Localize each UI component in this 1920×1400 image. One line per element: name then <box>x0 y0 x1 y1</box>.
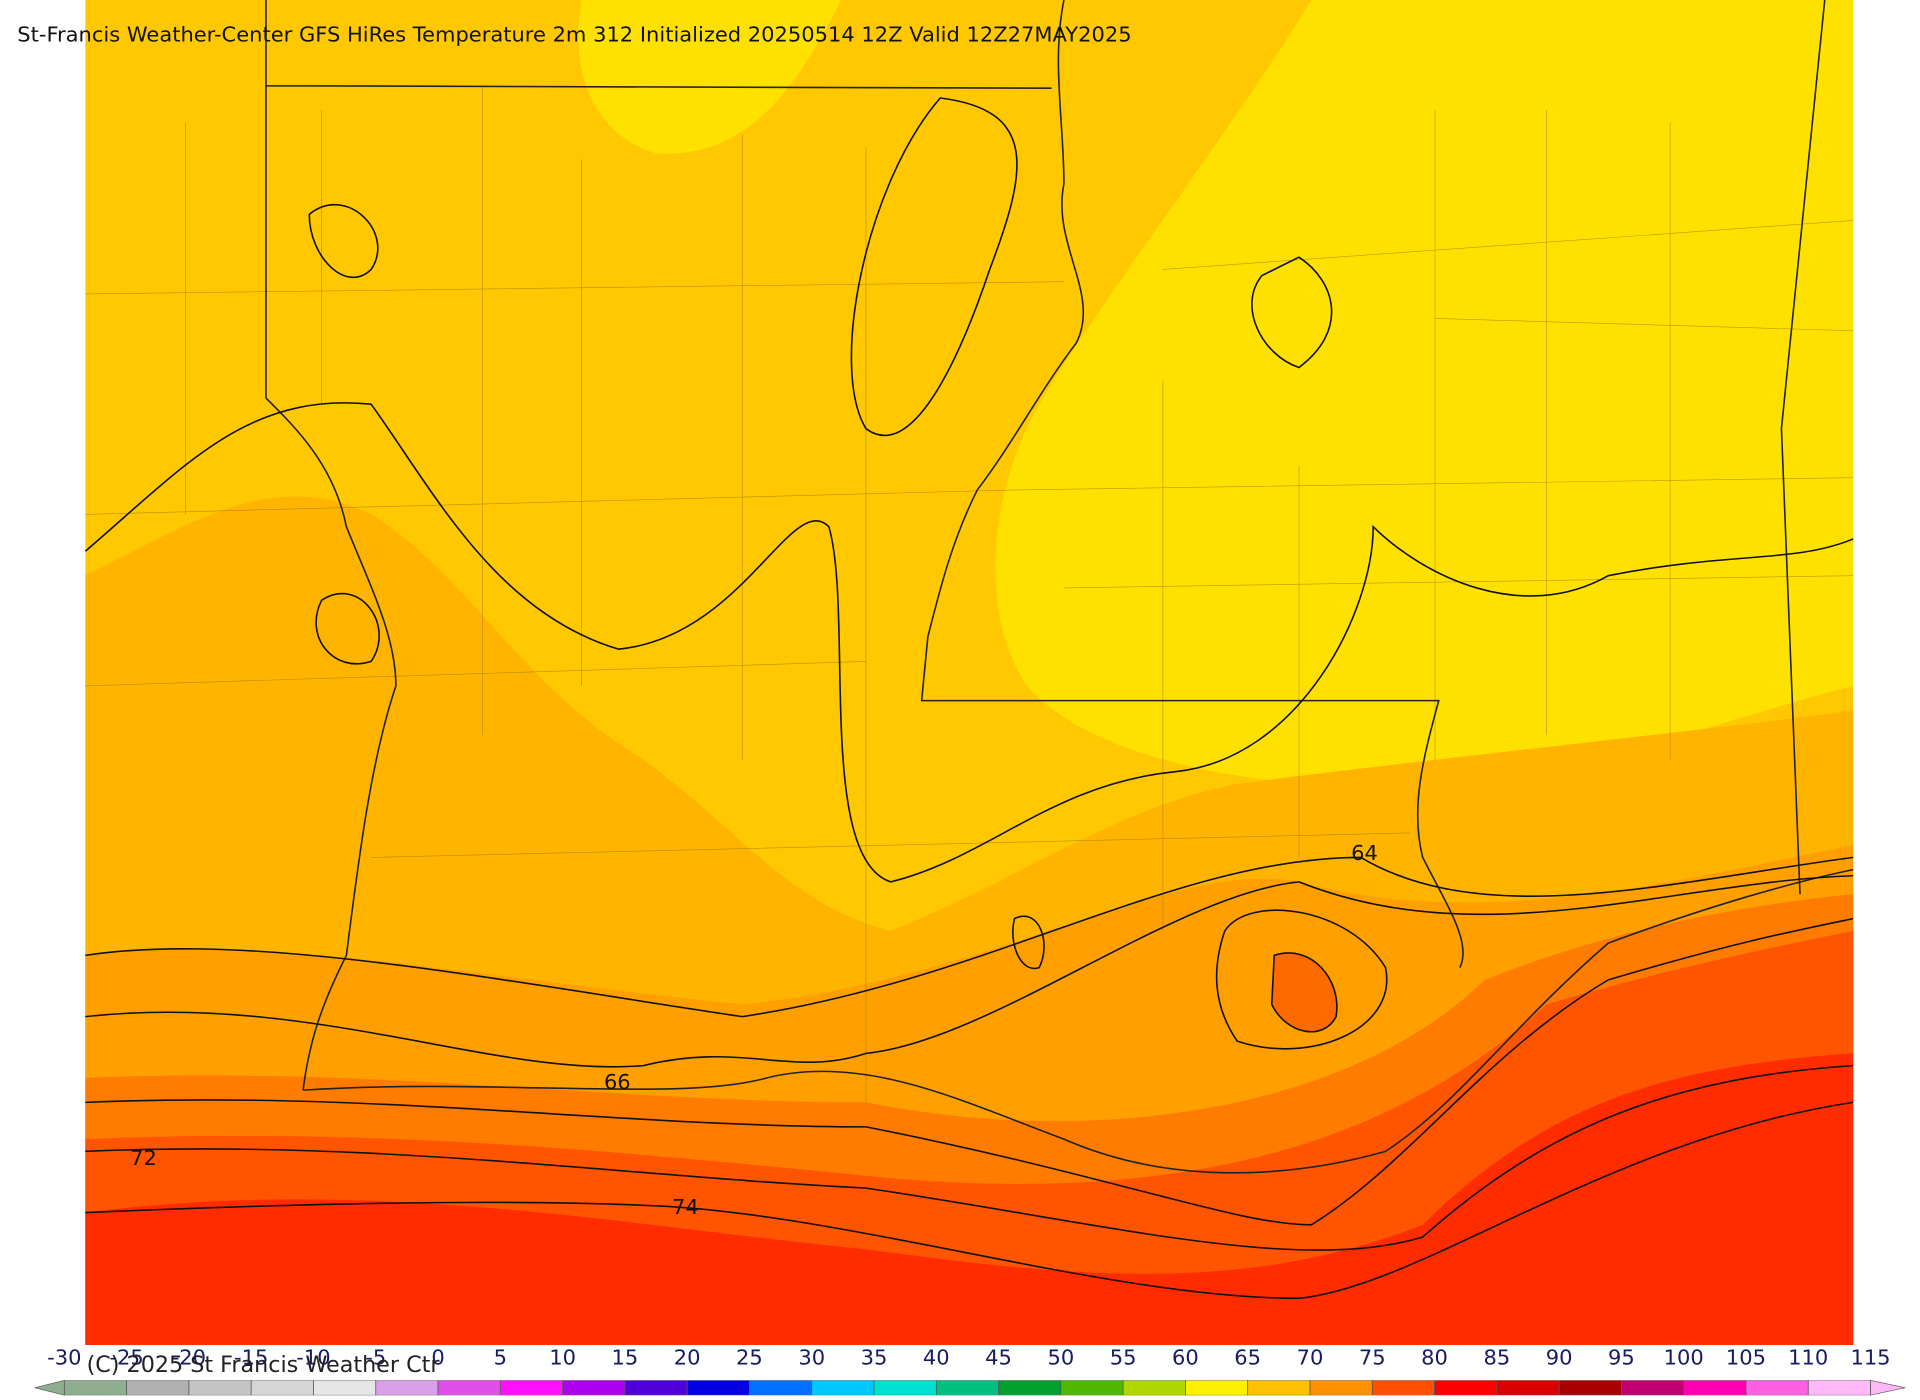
colorbar-cell <box>500 1380 563 1396</box>
colorbar-tick-label: -15 <box>234 1346 268 1370</box>
colorbar-tick-label: 60 <box>1172 1346 1199 1370</box>
contour-line <box>1251 256 1333 369</box>
colorbar-tick-label: -30 <box>47 1346 81 1370</box>
coastline <box>303 868 1854 1174</box>
colorbar-tick-label: 10 <box>549 1346 576 1370</box>
colorbar-cell <box>562 1380 626 1396</box>
colorbar-cell <box>1434 1380 1498 1396</box>
colorbar-tick-label: 95 <box>1608 1346 1635 1370</box>
colorbar-tick-label: 15 <box>611 1346 638 1370</box>
colorbar-cell <box>749 1380 812 1396</box>
colorbar-tick-label: 35 <box>861 1346 888 1370</box>
colorbar-cell <box>1060 1380 1124 1396</box>
colorbar-cell <box>375 1380 439 1396</box>
colorbar-cell <box>1558 1380 1622 1396</box>
colorbar-cell <box>1807 1380 1871 1396</box>
colorbar-tick-label: 25 <box>736 1346 763 1370</box>
contour-line <box>308 203 380 665</box>
colorbar-cell <box>1309 1380 1373 1396</box>
colorbar-cell <box>1496 1380 1560 1396</box>
colorbar-cell <box>188 1380 252 1396</box>
colorbar-tick-label: 50 <box>1047 1346 1074 1370</box>
state-border <box>920 0 1826 968</box>
contour-line <box>84 402 1854 883</box>
state-border <box>265 0 1052 1091</box>
copyright: (C) 2025 St Francis Weather Ctr <box>87 1352 441 1378</box>
contour-line <box>85 917 1854 1226</box>
contour-line <box>85 874 1854 1068</box>
contour-line <box>1012 909 1388 1050</box>
contour-line <box>85 1064 1854 1251</box>
band-78 <box>85 1053 1854 1345</box>
colorbar-cell <box>873 1380 937 1396</box>
colorbar-tick-label: 20 <box>674 1346 701 1370</box>
colorbar-tick-label: -20 <box>172 1346 206 1370</box>
colorbar-tick-label: 70 <box>1297 1346 1324 1370</box>
colorbar-cell <box>437 1380 501 1396</box>
colorbar-tick-label: 90 <box>1546 1346 1573 1370</box>
colorbar-cell <box>126 1380 190 1396</box>
band-60 <box>578 0 842 154</box>
contour-labels: 64 66 72 74 <box>130 841 1378 1219</box>
band-70 <box>1271 952 1337 1032</box>
colorbar-tick-label: 80 <box>1421 1346 1448 1370</box>
colorbar-cell <box>1372 1380 1435 1396</box>
colorbar-cell <box>313 1380 376 1396</box>
colorbar-cell <box>1745 1380 1809 1396</box>
contour-label: 66 <box>604 1070 631 1094</box>
colorbar-tick-label: 5 <box>494 1346 507 1370</box>
colorbar-tick-label: 115 <box>1850 1346 1890 1370</box>
band-60 <box>995 0 1854 788</box>
contour-label: 64 <box>1351 841 1378 865</box>
contour-line <box>85 856 1854 1018</box>
colorbar-cell <box>250 1380 314 1396</box>
colorbar-cell <box>998 1380 1062 1396</box>
colorbar-cell <box>936 1380 999 1396</box>
contours <box>84 97 1854 1300</box>
colorbar-tick-label: 0 <box>431 1346 444 1370</box>
colorbar-tick-label: 105 <box>1726 1346 1766 1370</box>
colorbar-tick-label: 30 <box>798 1346 825 1370</box>
colorbar-cell <box>1185 1380 1248 1396</box>
colorbar-cell <box>1122 1380 1186 1396</box>
colorbar-tick-label: 75 <box>1359 1346 1386 1370</box>
colorbar-cell <box>811 1380 875 1396</box>
colorbar-cell <box>686 1380 750 1396</box>
temperature-field <box>85 0 1854 1345</box>
colorbar-tick-label: 65 <box>1234 1346 1261 1370</box>
colorbar-tick-label: 110 <box>1788 1346 1828 1370</box>
colorbar-cell <box>64 1380 127 1396</box>
colorbar-tick-label: -5 <box>365 1346 386 1370</box>
contour-label: 74 <box>672 1195 699 1219</box>
colorbar: -30 -25 -20 -15 -10 -5 0 5 10 15 20 25 30 35 40 45 50 55 6… <box>34 1346 1906 1396</box>
contour-line <box>85 1101 1854 1300</box>
map-title: St-Francis Weather-Center GFS HiRes Temp… <box>17 23 1131 47</box>
contour-line <box>850 97 1018 437</box>
colorbar-cell <box>624 1380 688 1396</box>
colorbar-tick-label: 40 <box>923 1346 950 1370</box>
colorbar-tick-label: 85 <box>1483 1346 1510 1370</box>
colorbar-tick-label: -25 <box>109 1346 143 1370</box>
colorbar-tick-label: 45 <box>985 1346 1012 1370</box>
colorbar-tick-label: 55 <box>1110 1346 1137 1370</box>
colorbar-cell <box>1247 1380 1311 1396</box>
colorbar-cell <box>1683 1380 1747 1396</box>
colorbar-cell <box>1621 1380 1684 1396</box>
contour-label: 72 <box>130 1146 157 1170</box>
colorbar-tick-label: 100 <box>1664 1346 1704 1370</box>
colorbar-tick-label: -10 <box>296 1346 330 1370</box>
state-borders <box>265 0 1854 1174</box>
